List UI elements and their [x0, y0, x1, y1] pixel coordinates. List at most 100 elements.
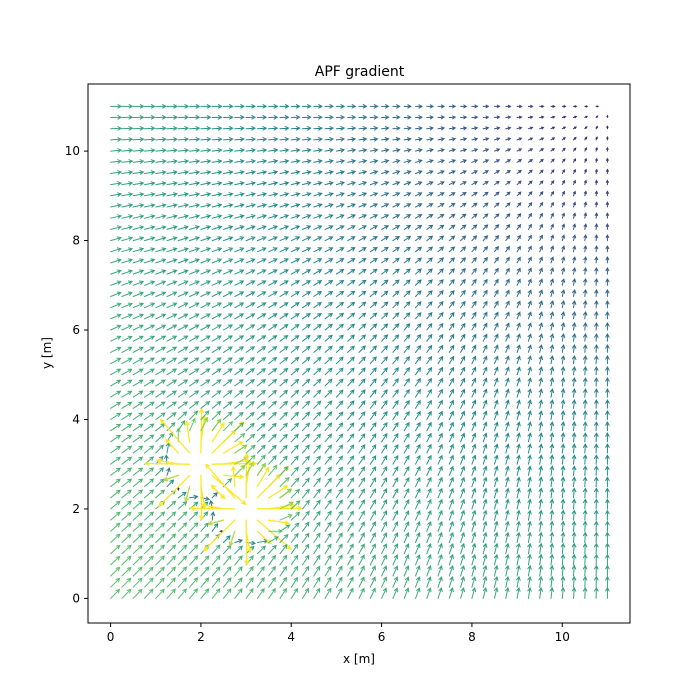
- quiver-arrow: [223, 203, 234, 208]
- quiver-arrow: [290, 543, 299, 555]
- quiver-arrow: [561, 212, 565, 219]
- quiver-arrow: [561, 147, 566, 152]
- quiver-arrow: [392, 181, 401, 186]
- quiver-arrow: [211, 544, 221, 555]
- quiver-arrow: [582, 575, 588, 588]
- quiver-arrow: [560, 432, 566, 443]
- quiver-arrow: [471, 300, 477, 309]
- quiver-arrow: [155, 258, 167, 264]
- quiver-arrow: [516, 300, 521, 309]
- quiver-arrow: [211, 400, 222, 409]
- quiver-arrow: [369, 104, 379, 109]
- quiver-arrow: [121, 379, 133, 387]
- quiver-arrow: [403, 443, 410, 454]
- quiver-arrow: [347, 499, 354, 510]
- quiver-arrow: [121, 214, 134, 219]
- quiver-arrow: [571, 531, 577, 543]
- quiver-arrow: [538, 322, 543, 331]
- quiver-arrow: [324, 247, 334, 253]
- quiver-arrow: [505, 137, 512, 141]
- quiver-arrow: [166, 479, 175, 488]
- quiver-arrow: [313, 148, 323, 153]
- quiver-arrow: [572, 288, 577, 297]
- quiver-arrow: [505, 202, 511, 208]
- quiver-arrow: [335, 543, 343, 555]
- quiver-arrow: [290, 203, 301, 208]
- quiver-arrow: [571, 343, 577, 353]
- quiver-arrow: [245, 357, 256, 365]
- quiver-arrow: [448, 213, 456, 219]
- quiver-arrow: [211, 335, 222, 342]
- quiver-arrow: [144, 401, 155, 409]
- quiver-arrow: [415, 268, 422, 275]
- quiver-arrow: [582, 542, 588, 555]
- quiver-arrow: [313, 302, 322, 309]
- quiver-arrow: [155, 126, 167, 131]
- quiver-arrow: [527, 399, 532, 409]
- quiver-arrow: [471, 487, 477, 499]
- quiver-arrow: [369, 477, 377, 488]
- quiver-arrow: [144, 566, 154, 577]
- quiver-arrow: [415, 279, 422, 286]
- quiver-arrow: [538, 520, 543, 532]
- quiver-arrow: [381, 510, 387, 521]
- quiver-arrow: [177, 225, 189, 230]
- quiver-arrow: [549, 520, 555, 532]
- quiver-arrow: [426, 498, 432, 510]
- quiver-arrow: [313, 247, 323, 253]
- quiver-arrow: [256, 181, 268, 186]
- quiver-arrow: [392, 411, 399, 420]
- quiver-arrow: [121, 511, 132, 521]
- quiver-arrow: [527, 564, 532, 577]
- quiver-arrow: [313, 170, 323, 175]
- quiver-arrow: [279, 291, 289, 297]
- quiver-arrow: [415, 509, 421, 521]
- quiver-arrow: [155, 291, 167, 297]
- quiver-arrow: [268, 519, 291, 526]
- quiver-arrow: [290, 236, 301, 242]
- quiver-arrow: [426, 465, 432, 476]
- quiver-arrow: [582, 410, 588, 420]
- quiver-arrow: [245, 313, 256, 320]
- quiver-arrow: [448, 202, 456, 208]
- quiver-arrow: [549, 322, 555, 331]
- quiver-arrow: [494, 170, 500, 174]
- quiver-arrow: [144, 522, 154, 532]
- quiver-arrow: [594, 354, 599, 365]
- quiver-arrow: [582, 509, 588, 521]
- quiver-arrow: [369, 543, 376, 555]
- quiver-arrow: [437, 366, 444, 376]
- quiver-arrow: [516, 388, 521, 398]
- quiver-arrow: [494, 300, 499, 309]
- quiver-arrow: [256, 258, 267, 264]
- quiver-arrow: [132, 533, 143, 543]
- quiver-arrow: [256, 159, 268, 164]
- y-axis-label: y [m]: [40, 337, 54, 369]
- quiver-arrow: [381, 268, 389, 275]
- quiver-arrow: [527, 148, 534, 152]
- quiver-arrow: [313, 236, 323, 242]
- quiver-arrow: [234, 390, 244, 398]
- quiver-arrow: [381, 257, 389, 264]
- quiver-arrow: [505, 256, 510, 264]
- quiver-arrow: [144, 258, 156, 264]
- quiver-arrow: [549, 487, 555, 499]
- quiver-arrow: [347, 334, 355, 342]
- quiver-arrow: [268, 225, 279, 230]
- quiver-arrow: [189, 522, 199, 532]
- quiver-arrow: [110, 137, 123, 142]
- quiver-arrow: [165, 438, 179, 454]
- quiver-arrow: [335, 400, 344, 409]
- quiver-arrow: [166, 192, 178, 197]
- quiver-arrow: [358, 510, 365, 521]
- quiver-arrow: [189, 302, 200, 309]
- quiver-arrow: [279, 324, 289, 331]
- quiver-arrow: [505, 476, 510, 488]
- quiver-arrow: [550, 190, 555, 197]
- quiver-arrow: [302, 521, 310, 532]
- quiver-arrow: [302, 280, 312, 286]
- quiver-arrow: [313, 159, 323, 164]
- quiver-arrow: [482, 278, 488, 286]
- quiver-arrow: [189, 324, 200, 331]
- quiver-arrow: [482, 366, 488, 376]
